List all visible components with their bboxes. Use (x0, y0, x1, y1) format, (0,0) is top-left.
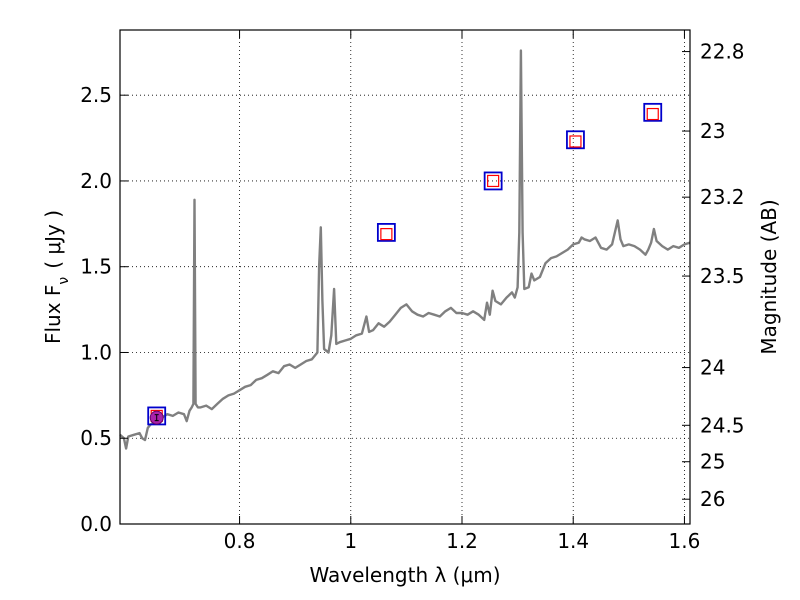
y-tick-label: 0.5 (80, 426, 112, 450)
right-tick-label: 22.8 (700, 40, 745, 64)
x-axis-label: Wavelength λ (μm) (309, 563, 500, 587)
y-tick-label: 1.0 (80, 340, 112, 364)
right-tick-label: 23.5 (700, 264, 745, 288)
right-tick-label: 23.2 (700, 185, 745, 209)
right-ticks: 22.8 23 23.2 23.5 24 24.5 25 26 (682, 40, 745, 511)
observed-point-marker (376, 223, 396, 242)
spectrum-layer (119, 49, 691, 450)
model-point-marker (646, 107, 659, 121)
y-tick-label: 2.5 (80, 83, 112, 107)
y-axis-label-right: Magnitude (AB) (757, 199, 781, 354)
observed-point-marker (566, 130, 585, 150)
right-tick-label: 26 (700, 487, 725, 511)
x-tick-label: 1.6 (669, 529, 701, 553)
observed-point-marker (483, 171, 503, 191)
y-tick-label: 1.5 (80, 255, 112, 279)
grid-lines (120, 30, 690, 525)
model-point-marker (569, 135, 582, 148)
spectrum-line (119, 49, 691, 450)
x-tick-label: 1.4 (557, 529, 589, 553)
x-tick-label: 1 (344, 529, 357, 553)
x-ticks: 0.8 1 1.2 1.4 1.6 (224, 30, 701, 553)
right-tick-label: 25 (700, 450, 725, 474)
y-axis-label: Flux Fν( μJy ) (41, 210, 72, 344)
right-tick-label: 23 (700, 119, 725, 143)
x-tick-label: 1.2 (446, 529, 478, 553)
markers-layer (147, 102, 663, 426)
y-ticks: 0.0 0.5 1.0 1.5 2.0 2.5 (80, 83, 128, 536)
right-tick-label: 24 (700, 356, 725, 380)
model-point-marker (487, 174, 500, 188)
x-tick-label: 0.8 (224, 529, 256, 553)
model-point-marker (380, 228, 393, 241)
y-tick-label: 2.0 (80, 169, 112, 193)
right-tick-label: 24.5 (700, 413, 745, 437)
observed-point-marker (643, 102, 663, 122)
y-tick-label: 0.0 (80, 512, 112, 536)
plot-frame (119, 29, 691, 525)
